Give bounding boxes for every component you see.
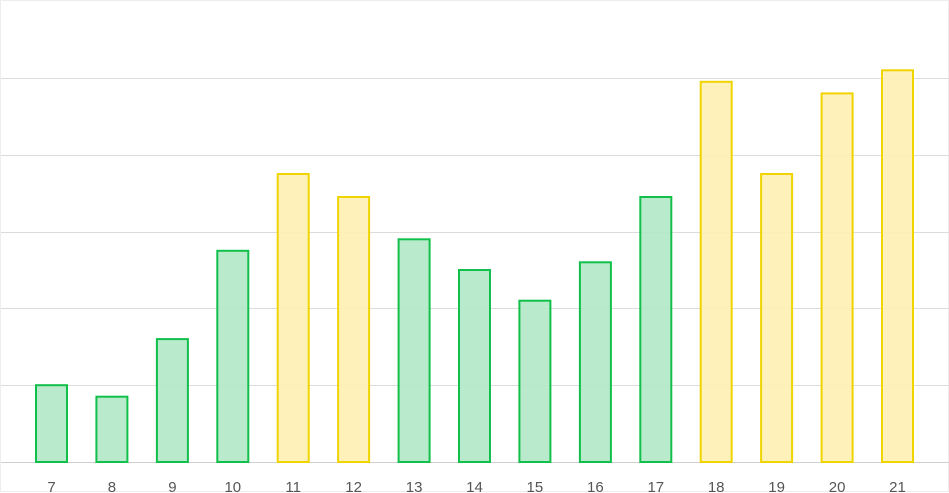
bar-14[interactable]: [458, 269, 491, 463]
x-tick-label-12: 12: [345, 479, 362, 493]
x-tick-label-16: 16: [587, 479, 604, 493]
x-tick-label-11: 11: [285, 479, 301, 493]
bar-11[interactable]: [276, 173, 310, 463]
x-tick-label-21: 21: [889, 479, 906, 493]
bar-9[interactable]: [155, 338, 189, 464]
bar-19[interactable]: [760, 173, 794, 463]
bar-16[interactable]: [578, 261, 612, 463]
x-tick-label-8: 8: [108, 479, 116, 493]
x-tick-label-13: 13: [406, 479, 423, 493]
x-tick-label-9: 9: [168, 479, 176, 493]
x-tick-label-15: 15: [527, 479, 544, 493]
x-tick-label-7: 7: [47, 479, 55, 493]
bar-10[interactable]: [216, 249, 250, 463]
bar-15[interactable]: [518, 299, 552, 464]
x-tick-label-19: 19: [768, 479, 785, 493]
x-tick-label-14: 14: [466, 479, 483, 493]
bar-17[interactable]: [639, 196, 673, 463]
bar-21[interactable]: [881, 69, 914, 464]
bar-12[interactable]: [337, 196, 371, 463]
x-tick-label-18: 18: [708, 479, 725, 493]
bar-13[interactable]: [397, 238, 431, 463]
bars: [35, 69, 914, 464]
x-tick-label-17: 17: [647, 479, 664, 493]
x-tick-labels: 7 8 9 10 11 12 13 14 15 16 17 18 19 20 21: [47, 479, 906, 493]
bar-7[interactable]: [35, 384, 68, 464]
bar-20[interactable]: [820, 92, 854, 464]
bar-8[interactable]: [95, 395, 129, 464]
x-tick-label-10: 10: [224, 479, 241, 493]
bar-18[interactable]: [699, 80, 733, 464]
x-tick-label-20: 20: [829, 479, 846, 493]
